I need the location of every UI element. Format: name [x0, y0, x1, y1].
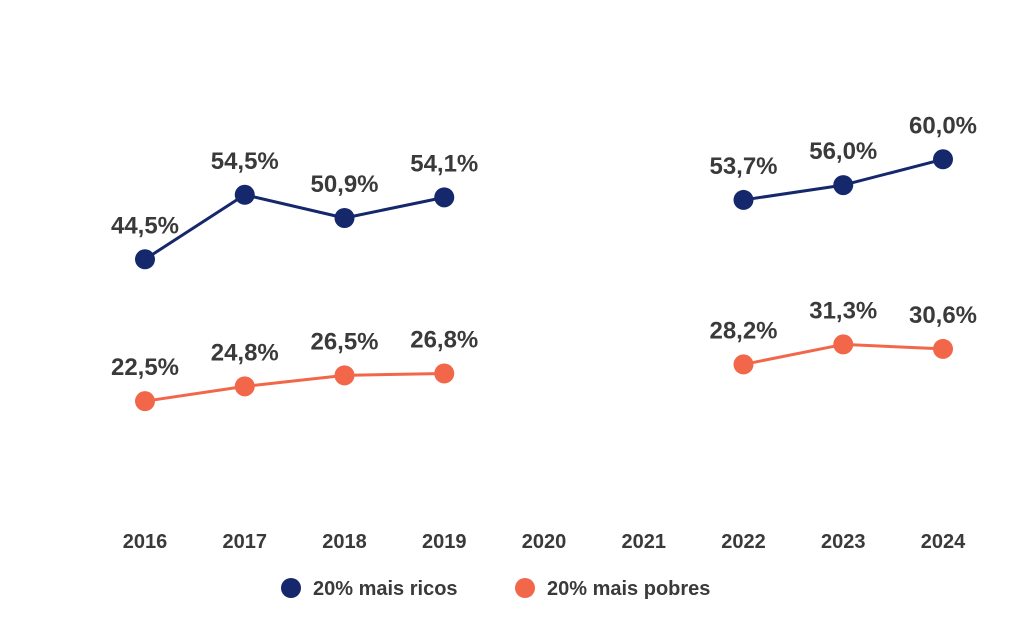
data-point: [733, 354, 754, 375]
legend-marker: [515, 578, 535, 598]
data-label: 54,5%: [211, 148, 279, 175]
x-tick-label: 2019: [422, 531, 467, 553]
x-tick-label: 2024: [921, 531, 966, 553]
data-point: [434, 187, 455, 208]
series-mais-pobres: 22,5% 24,8% 26,5% 26,8% 28,2% 31,3% 30,6%: [111, 297, 977, 412]
data-label: 26,5%: [310, 328, 378, 355]
data-label: 24,8%: [211, 339, 279, 366]
series-layer: 44,5% 54,5% 50,9% 54,1% 53,7% 56,0% 60,0% 22,5%…: [111, 112, 977, 412]
series-line-segment: [144, 371, 445, 403]
data-label: 26,8%: [410, 326, 478, 353]
data-point: [234, 184, 255, 205]
series-mais-ricos: 44,5% 54,5% 50,9% 54,1% 53,7% 56,0% 60,0%: [111, 112, 977, 270]
data-point: [334, 207, 355, 228]
data-label: 31,3%: [809, 297, 877, 324]
series-line-segment: [144, 193, 445, 261]
legend: 20% mais ricos 20% mais pobres: [281, 578, 710, 600]
data-label: 28,2%: [709, 317, 777, 344]
legend-label: 20% mais ricos: [313, 578, 458, 600]
x-tick-label: 2023: [821, 531, 866, 553]
data-label: 60,0%: [909, 112, 977, 139]
data-point: [234, 376, 255, 397]
data-point: [833, 175, 854, 196]
x-axis-tick-labels: 2016 2017 2018 2019 2020 2021 2022 2023 2024: [123, 531, 966, 553]
data-label: 30,6%: [909, 302, 977, 329]
data-label: 54,1%: [410, 150, 478, 177]
data-label: 53,7%: [709, 153, 777, 180]
data-point: [933, 149, 953, 170]
data-point: [334, 365, 355, 386]
legend-label: 20% mais pobres: [547, 578, 710, 600]
data-point: [933, 338, 953, 359]
x-tick-label: 2018: [322, 531, 367, 553]
data-point: [733, 189, 754, 210]
data-label: 56,0%: [809, 138, 877, 165]
data-label: 50,9%: [310, 171, 378, 198]
data-point: [135, 391, 155, 412]
x-tick-label: 2021: [622, 531, 667, 553]
legend-item: 20% mais ricos: [281, 578, 458, 600]
data-point: [135, 249, 155, 270]
data-point: [434, 363, 455, 384]
x-tick-label: 2020: [522, 531, 567, 553]
legend-marker: [281, 578, 301, 598]
x-tick-label: 2022: [721, 531, 766, 553]
legend-item: 20% mais pobres: [515, 578, 710, 600]
x-tick-label: 2016: [123, 531, 168, 553]
x-tick-label: 2017: [223, 531, 268, 553]
data-point: [833, 334, 854, 355]
data-label: 22,5%: [111, 354, 179, 381]
data-label: 44,5%: [111, 212, 179, 239]
